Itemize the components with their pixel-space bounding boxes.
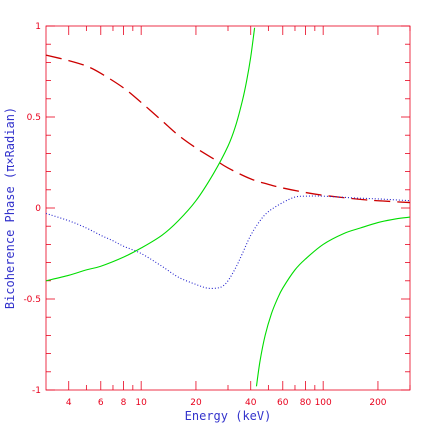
y-tick-label: 0.5 [27,113,41,123]
x-tick-label: 80 [300,398,312,408]
x-tick-label: 200 [369,398,386,408]
y-tick-label: 0 [35,204,41,214]
ticks [46,25,411,391]
x-tick-label: 4 [66,398,72,408]
x-tick-label: 6 [98,398,104,408]
x-tick-label: 60 [277,398,289,408]
y-tick-label: 1 [35,22,41,32]
x-tick-label: 100 [315,398,332,408]
x-tick-labels: 4 6 8 10 20 40 60 80 100 200 [66,398,387,408]
plot-frame [45,25,411,391]
x-tick-label: 10 [135,398,147,408]
series-line-1 [45,195,411,289]
series-line-2 [45,27,256,282]
series-line-3 [255,216,411,387]
x-axis-title: Energy (keV) [185,409,272,423]
y-tick-label: -0.5 [23,295,41,305]
y-axis-title: Bicoherence Phase (π×Radian) [3,107,17,309]
y-tick-label: -1 [32,386,41,396]
x-tick-label: 20 [190,398,202,408]
y-tick-labels: 1 0.5 0 -0.5 -1 [23,22,41,396]
series-group [45,27,411,387]
series-line-0 [45,54,411,204]
x-tick-label: 8 [121,398,127,408]
x-tick-label: 40 [245,398,257,408]
